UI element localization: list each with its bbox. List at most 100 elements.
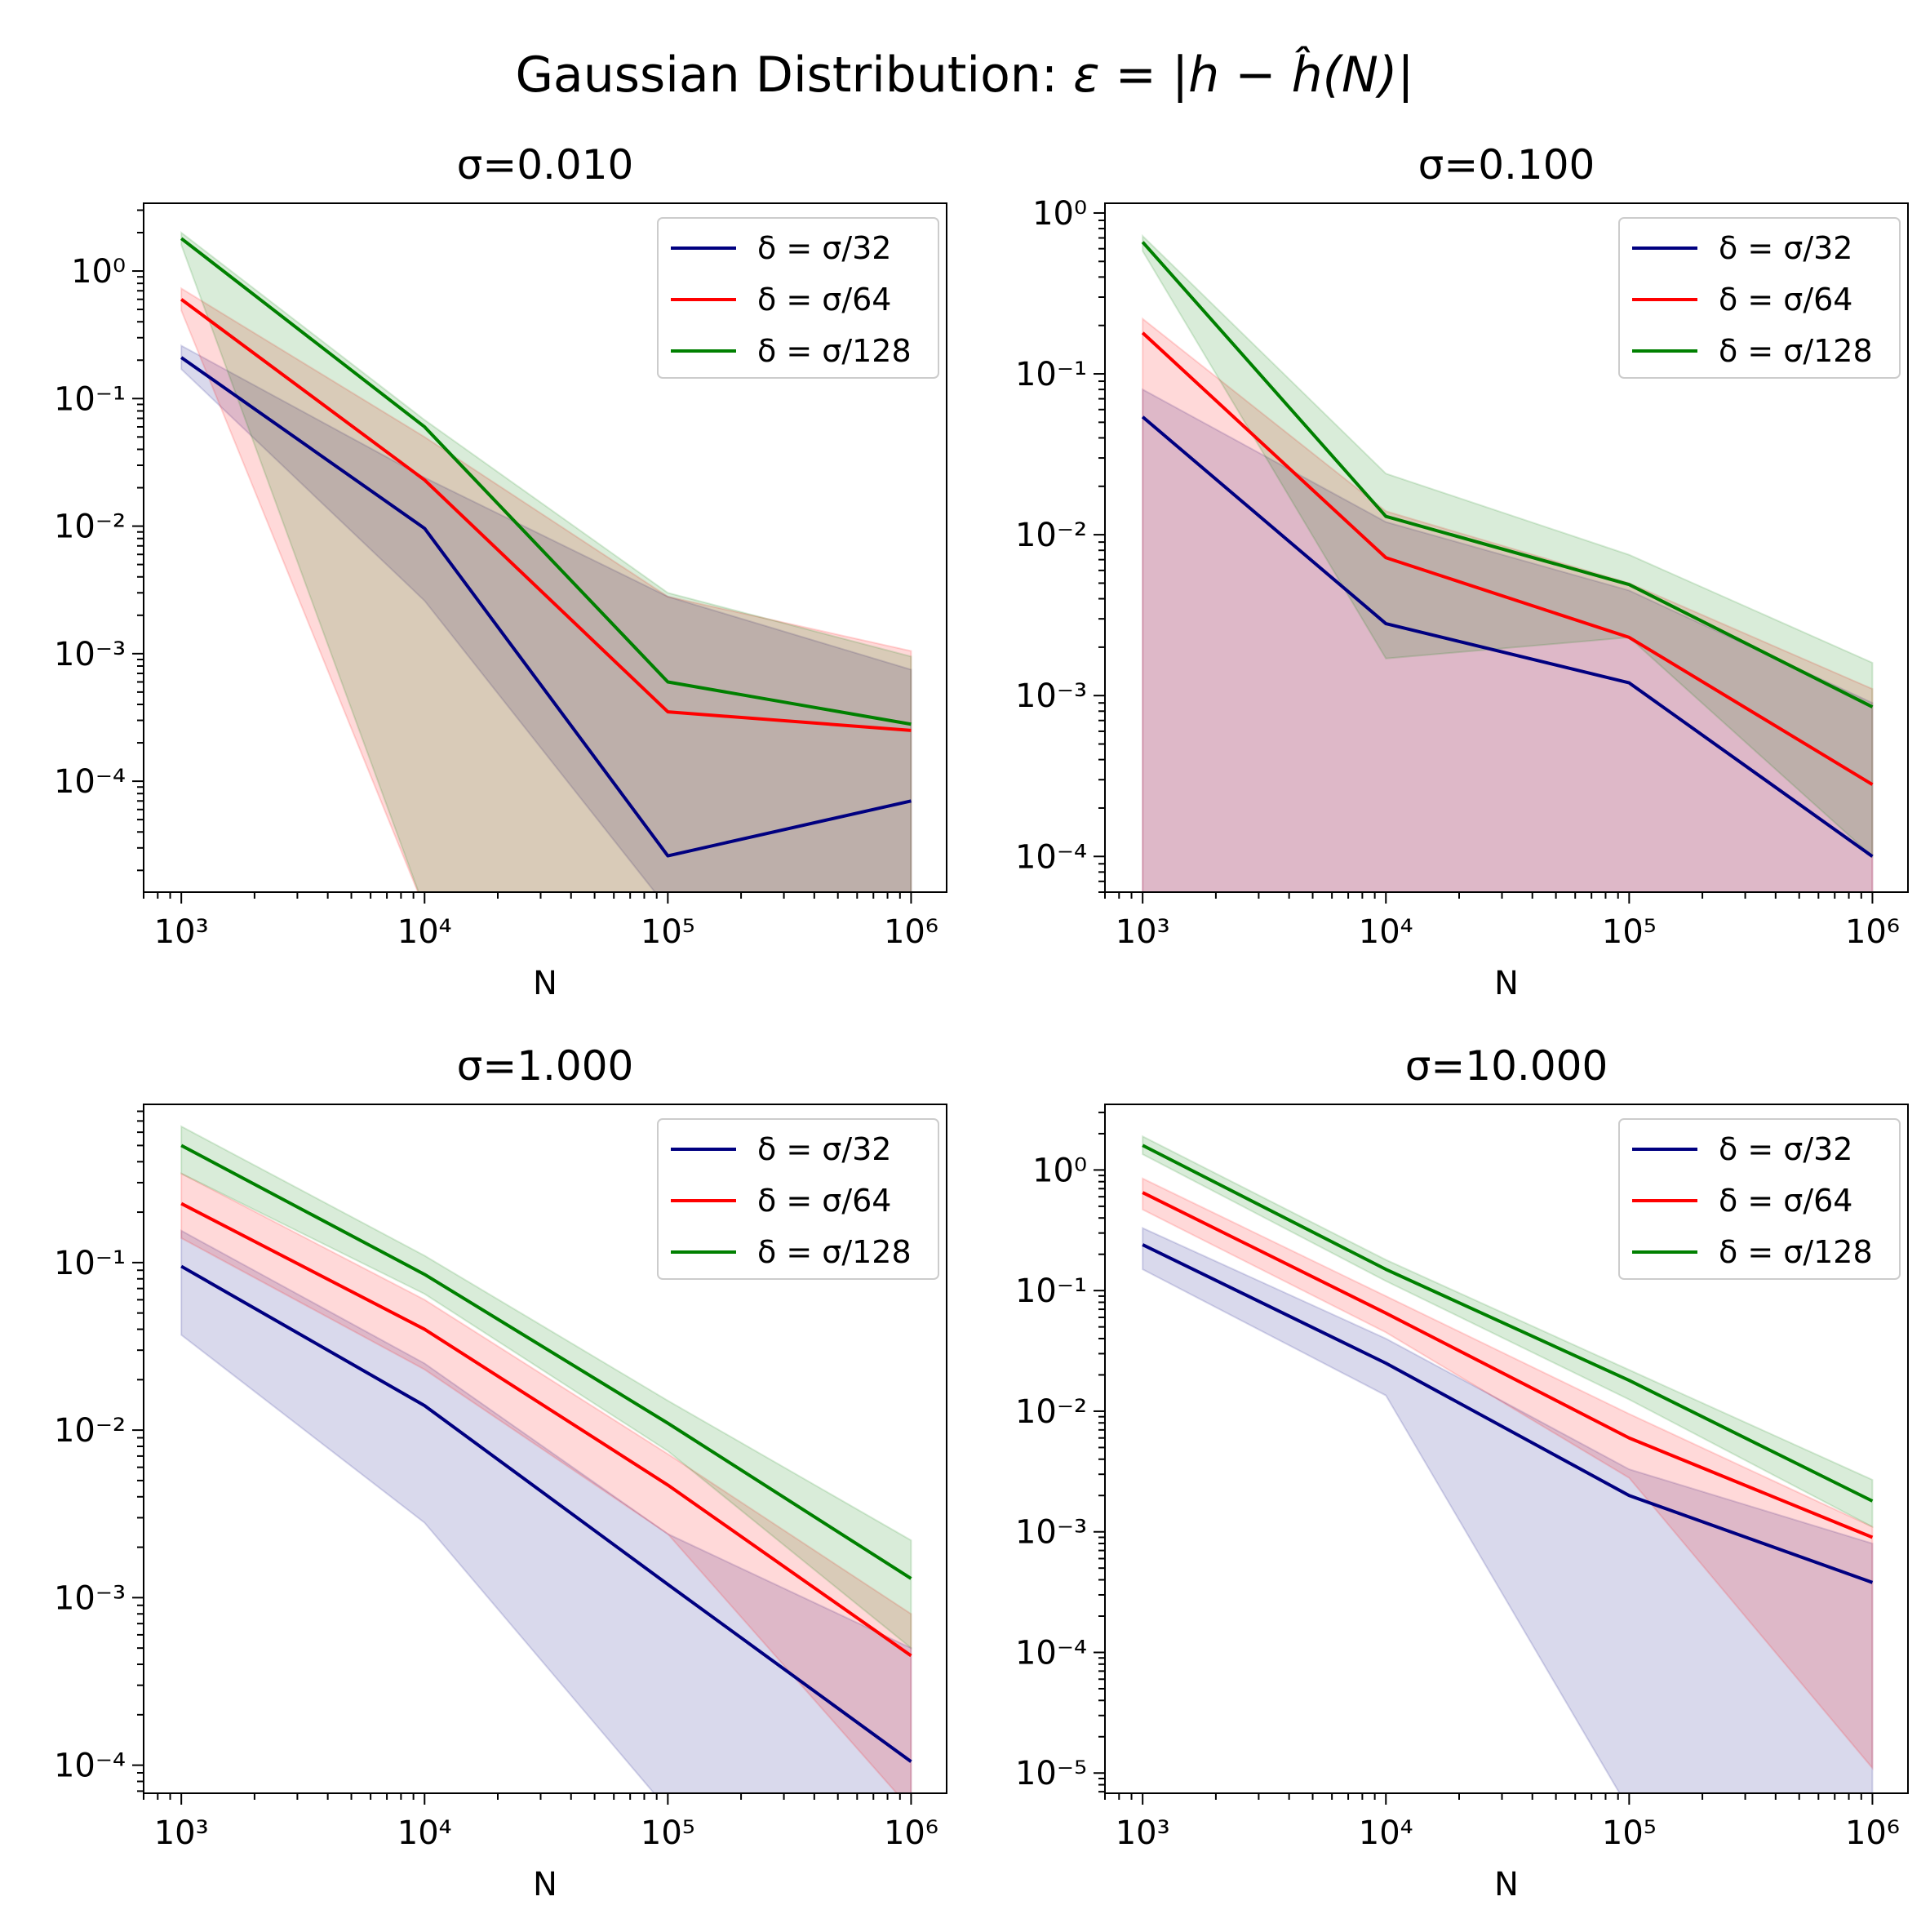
- y-tick-label: 10⁰: [1032, 195, 1087, 233]
- series-line: [1141, 241, 1874, 708]
- y-tick-label: 10⁰: [71, 253, 126, 291]
- chart-panel: 10³ 10⁴ 10⁵ 10⁶ N 10⁻⁴ 10⁻³ 10⁻² 10⁻¹ σ=1.000 δ = …: [54, 1042, 947, 1903]
- axes-frame: [1104, 1104, 1909, 1794]
- legend-label: δ = σ/64: [757, 282, 892, 318]
- series-line: [180, 237, 912, 726]
- panel-title: σ=0.010: [457, 141, 634, 189]
- y-tick-label: 10⁻⁴: [54, 763, 126, 801]
- plot-area: [1142, 1135, 1874, 1793]
- confidence-band: [180, 286, 912, 892]
- legend-label: δ = σ/64: [757, 1183, 892, 1219]
- legend-label: δ = σ/32: [1719, 230, 1853, 266]
- x-tick-label: 10⁵: [1602, 1814, 1657, 1852]
- confidence-band: [1142, 1135, 1874, 1529]
- x-tick-label: 10⁵: [641, 913, 695, 951]
- axes-frame: [143, 1104, 947, 1794]
- plot-area: [180, 1125, 912, 1793]
- y-tick-label: 10⁻²: [1015, 517, 1087, 554]
- legend-label: δ = σ/128: [757, 333, 912, 369]
- x-tick-label: 10⁶: [1845, 1814, 1900, 1852]
- y-tick-label: 10⁻¹: [1015, 356, 1087, 393]
- legend-label: δ = σ/128: [757, 1234, 912, 1270]
- confidence-band: [1142, 317, 1874, 892]
- figure-title: Gaussian Distribution: ε = |h − ĥ(N)|: [515, 46, 1413, 104]
- legend-label: δ = σ/128: [1719, 333, 1873, 369]
- y-tick-label: 10⁻⁵: [1015, 1755, 1087, 1792]
- x-tick-label: 10³: [154, 1814, 209, 1852]
- x-tick-label: 10⁵: [1602, 913, 1657, 951]
- x-axis-label: N: [533, 1866, 557, 1903]
- chart-panel: 10³ 10⁴ 10⁵ 10⁶ N 10⁻⁴ 10⁻³ 10⁻² 10⁻¹ 10⁰ σ=0.010 δ…: [54, 141, 947, 1002]
- axes-frame: [1104, 202, 1909, 893]
- series-line: [1142, 1144, 1874, 1503]
- y-tick-label: 10⁻¹: [54, 380, 126, 418]
- x-tick-label: 10³: [1116, 913, 1170, 951]
- axes-frame: [143, 202, 947, 893]
- y-tick-label: 10⁻³: [1015, 677, 1087, 715]
- y-tick-label: 10⁻¹: [1015, 1272, 1087, 1310]
- legend-box: [657, 1118, 939, 1280]
- confidence-band: [1142, 388, 1874, 892]
- plot-area: [180, 230, 912, 892]
- legend-label: δ = σ/64: [1719, 1183, 1853, 1219]
- y-tick-label: 10⁰: [1032, 1152, 1087, 1189]
- series-line: [180, 356, 912, 858]
- y-tick-label: 10⁻²: [1015, 1393, 1087, 1431]
- legend-box: [1618, 217, 1901, 379]
- chart-panel: 10³ 10⁴ 10⁵ 10⁶ N 10⁻⁵ 10⁻⁴ 10⁻³ 10⁻² 10⁻¹ 10⁰ σ=10…: [1015, 1042, 1909, 1903]
- series-line: [180, 1144, 912, 1580]
- confidence-band: [1142, 1177, 1874, 1770]
- series-line: [180, 1264, 912, 1763]
- series-line: [1141, 415, 1874, 858]
- x-tick-label: 10⁴: [1359, 1814, 1413, 1852]
- y-tick-label: 10⁻⁴: [54, 1748, 126, 1785]
- panel-title: σ=1.000: [457, 1042, 634, 1090]
- series-line: [1141, 331, 1874, 786]
- y-tick-label: 10⁻³: [1015, 1514, 1087, 1552]
- panel-title: σ=0.100: [1418, 141, 1595, 189]
- x-tick-label: 10⁶: [884, 1814, 938, 1852]
- x-tick-label: 10⁴: [397, 913, 452, 951]
- legend: δ = σ/32 δ = σ/64 δ = σ/128: [657, 217, 939, 379]
- panel-title: σ=10.000: [1405, 1042, 1608, 1090]
- series-line: [1142, 1243, 1874, 1584]
- x-tick-label: 10³: [1116, 1814, 1170, 1852]
- confidence-band: [180, 344, 912, 892]
- confidence-band: [1142, 1226, 1874, 1793]
- y-tick-label: 10⁻⁴: [1015, 1634, 1087, 1672]
- x-tick-label: 10⁶: [1845, 913, 1900, 951]
- y-tick-label: 10⁻¹: [54, 1245, 126, 1282]
- series-line: [180, 298, 912, 732]
- confidence-band: [180, 1125, 912, 1650]
- y-tick-label: 10⁻²: [54, 509, 126, 546]
- y-tick-label: 10⁻²: [54, 1412, 126, 1450]
- legend: δ = σ/32 δ = σ/64 δ = σ/128: [1618, 1118, 1901, 1280]
- legend-box: [1618, 1118, 1901, 1280]
- series-line: [180, 1201, 912, 1658]
- confidence-band: [180, 1172, 912, 1793]
- y-tick-label: 10⁻⁴: [1015, 838, 1087, 876]
- plot-area: [1141, 233, 1874, 892]
- x-tick-label: 10⁶: [884, 913, 938, 951]
- x-tick-label: 10⁴: [1359, 913, 1413, 951]
- x-tick-label: 10³: [154, 913, 209, 951]
- series-line: [1142, 1191, 1874, 1539]
- legend: δ = σ/32 δ = σ/64 δ = σ/128: [657, 1118, 939, 1280]
- x-tick-label: 10⁴: [397, 1814, 452, 1852]
- x-axis-label: N: [1494, 965, 1519, 1002]
- legend-label: δ = σ/32: [757, 1131, 892, 1167]
- y-tick-label: 10⁻³: [54, 636, 126, 673]
- x-tick-label: 10⁵: [641, 1814, 695, 1852]
- chart-panel: 10³ 10⁴ 10⁵ 10⁶ N 10⁻⁴ 10⁻³ 10⁻² 10⁻¹ 10⁰ σ=0.100 δ…: [1015, 141, 1909, 1002]
- x-axis-label: N: [1494, 1866, 1519, 1903]
- legend-label: δ = σ/32: [757, 230, 892, 266]
- legend-label: δ = σ/32: [1719, 1131, 1853, 1167]
- y-tick-label: 10⁻³: [54, 1579, 126, 1617]
- confidence-band: [180, 230, 912, 892]
- legend-label: δ = σ/128: [1719, 1234, 1873, 1270]
- x-axis-label: N: [533, 965, 557, 1002]
- legend: δ = σ/32 δ = σ/64 δ = σ/128: [1618, 217, 1901, 379]
- legend-box: [657, 217, 939, 379]
- legend-label: δ = σ/64: [1719, 282, 1853, 318]
